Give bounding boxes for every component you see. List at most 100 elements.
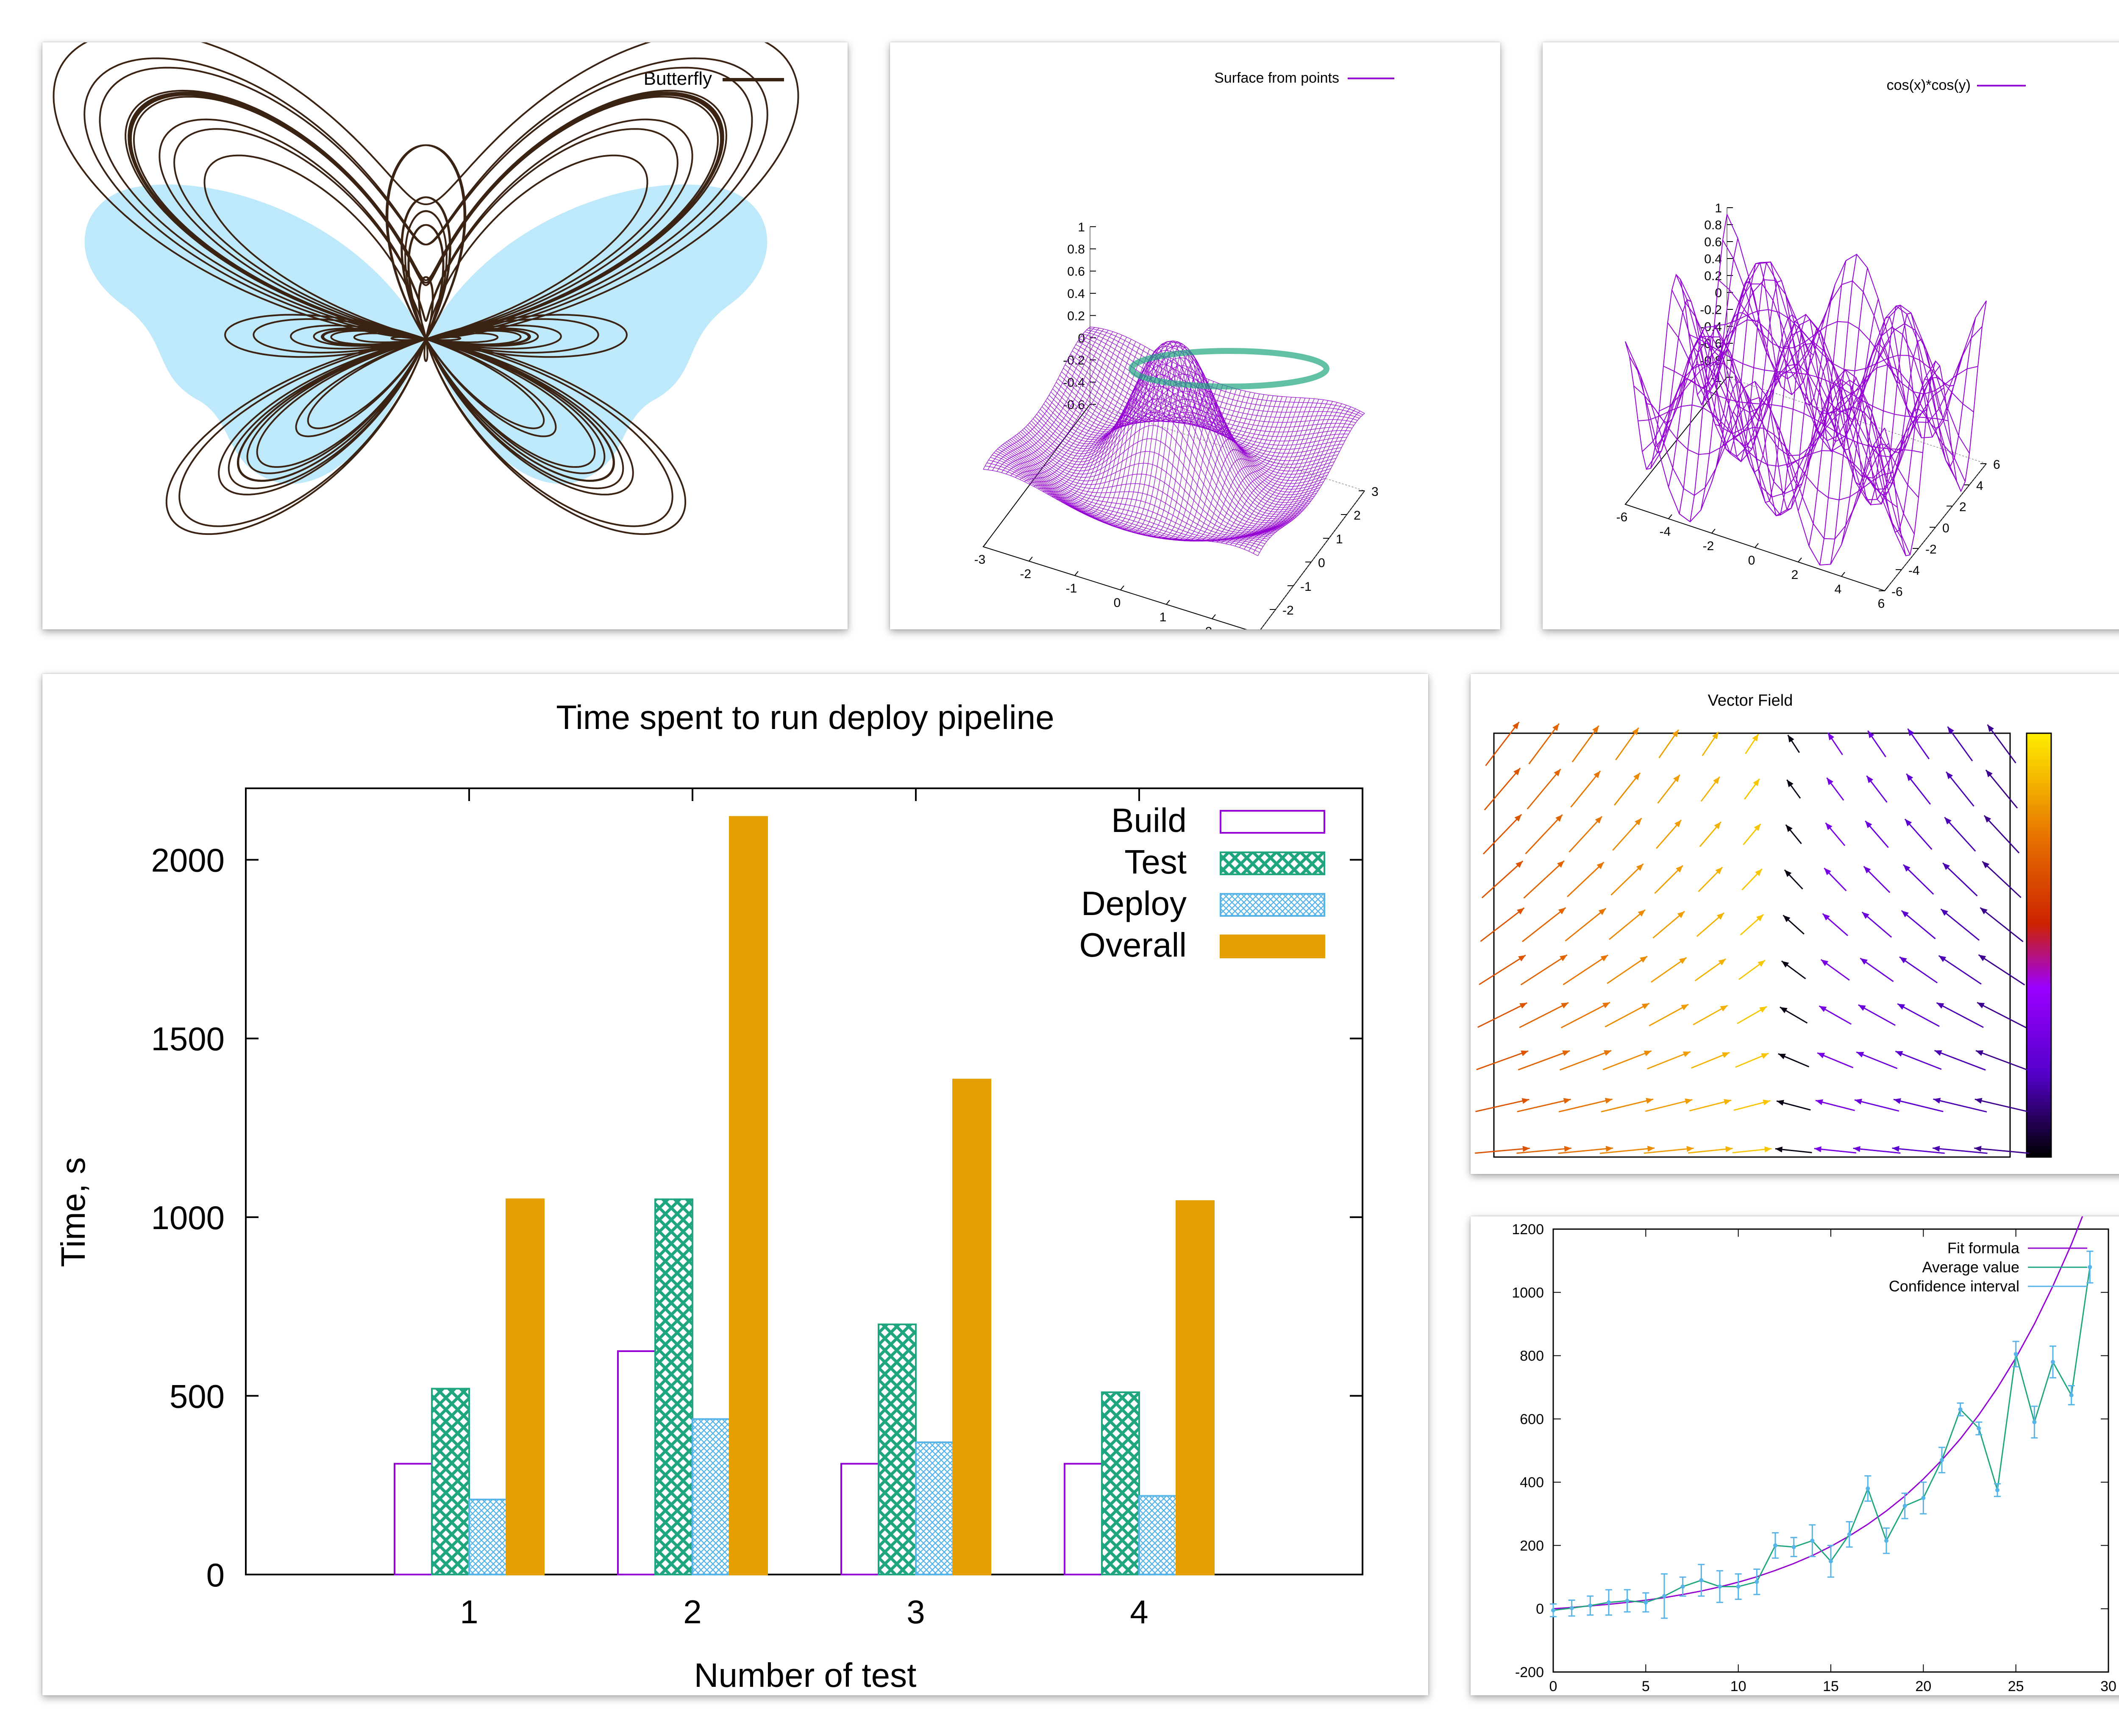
vector-head	[1980, 907, 1988, 915]
mesh-line-y	[1057, 378, 1333, 475]
vector-head	[1824, 868, 1831, 875]
vector-head	[1978, 954, 1986, 961]
vector-colorbar	[2026, 732, 2052, 1158]
vector-shaft	[1932, 1147, 1988, 1154]
vector-shaft	[1938, 955, 1982, 985]
vector-shaft	[1944, 817, 1976, 852]
vector-head	[1641, 1003, 1649, 1010]
data-point	[1551, 1608, 1555, 1613]
vector-head	[1982, 861, 1990, 868]
vector-head	[1938, 955, 1947, 962]
vector-shaft	[1605, 1002, 1650, 1028]
vector-head	[1828, 733, 1835, 740]
vector-shaft	[1942, 862, 1978, 896]
y-tick-label: -6	[1891, 585, 1903, 599]
fit-legend-label: Fit formula	[1947, 1239, 2020, 1257]
vector-shaft	[1479, 954, 1526, 985]
vector-head	[1714, 822, 1721, 829]
coscos-mesh	[1625, 214, 1987, 566]
coscos-legend-label: cos(x)*cos(y)	[1887, 77, 1971, 93]
coscos-axes: 10.80.60.40.20-0.2-0.4-0.6-0.8-1-6-4-202…	[1616, 201, 2000, 611]
x-tick-label: 1	[460, 1593, 478, 1630]
vector-shaft	[1609, 909, 1646, 940]
vector-head	[1947, 726, 1954, 734]
vector-head	[1754, 823, 1761, 831]
legend-label-test: Test	[1124, 843, 1187, 881]
vector-head	[1643, 1050, 1652, 1057]
vector-head	[1519, 1003, 1527, 1009]
surface-underside	[1129, 348, 1329, 389]
x-tick-label: -2	[1703, 539, 1714, 553]
vector-head	[1974, 1146, 1982, 1152]
mesh-line-x	[1852, 377, 1954, 513]
vector-head	[1681, 1004, 1689, 1010]
x-tick-label: 10	[1730, 1678, 1746, 1694]
fit-chart: -200 0 200 400 600 800 1000 1200 0 5 10 15 20 25 30 Fi…	[1512, 1216, 2116, 1694]
mesh-line-x	[1239, 405, 1347, 548]
vector-head	[1906, 773, 1913, 782]
fit-axes: -200 0 200 400 600 800 1000 1200 0 5 10 15 20 25 30	[1512, 1221, 2116, 1694]
vector-head	[1821, 960, 1829, 966]
vector-shaft	[1563, 954, 1609, 985]
vector-shaft	[1565, 908, 1607, 942]
vector-head	[1522, 1146, 1530, 1152]
vector-shaft	[1854, 1099, 1899, 1112]
x-tick-label: 0	[1549, 1678, 1557, 1694]
average-value-line	[1553, 1267, 2091, 1611]
vector-shaft	[1559, 1050, 1612, 1071]
vector-shaft	[1558, 1098, 1613, 1113]
mesh-line-y	[1081, 336, 1356, 423]
vector-head	[1905, 819, 1912, 826]
vector-head	[1514, 814, 1522, 822]
y-tick-label: 0	[1318, 556, 1325, 570]
vector-head	[1632, 727, 1639, 735]
x-tick-label: -6	[1616, 510, 1628, 524]
data-point	[1866, 1486, 1870, 1491]
data-point	[1607, 1600, 1611, 1605]
vector-head	[1555, 815, 1563, 822]
vector-head	[1677, 911, 1685, 918]
bar-build	[394, 1463, 433, 1575]
vector-shaft	[1525, 814, 1563, 854]
mesh-line-y	[1086, 329, 1361, 417]
data-point	[1625, 1599, 1630, 1603]
vector-shaft	[1485, 721, 1520, 766]
bar-overall	[506, 1198, 545, 1575]
bar-overall	[1176, 1200, 1215, 1575]
vector-shaft	[1477, 1002, 1527, 1028]
vector-shaft	[1571, 725, 1599, 762]
butterfly-chart: Butterfly	[53, 42, 799, 535]
y-tick-label: 1	[1336, 532, 1343, 546]
x-tick-label: -3	[974, 553, 986, 567]
vector-head	[1764, 1146, 1772, 1152]
mesh-line-x	[1230, 402, 1338, 545]
y-tick-label: 800	[1520, 1348, 1544, 1364]
vector-head	[1518, 955, 1526, 962]
vector-shaft	[1893, 1099, 1944, 1113]
vector-head	[1974, 1098, 1983, 1104]
vector-head	[1674, 820, 1682, 827]
vector-head	[1713, 776, 1720, 785]
vector-head	[1722, 1052, 1730, 1058]
y-tick-label: -3	[1265, 627, 1276, 629]
vector-head	[1987, 724, 1994, 732]
data-point	[2032, 1420, 2037, 1424]
x-tick-label: 5	[1642, 1678, 1650, 1694]
data-point	[2069, 1393, 2074, 1397]
x-tick	[1711, 529, 1716, 534]
surface-panel: Surface from points 1 0.8 0.6 0.4 0.2 0 -0.2 -0…	[890, 42, 1500, 629]
data-point	[2013, 1352, 2018, 1356]
legend-label-build: Build	[1111, 801, 1187, 839]
vector-chart: Vector Field	[1475, 692, 2052, 1158]
vector-head	[1633, 773, 1640, 780]
data-point	[1569, 1606, 1574, 1611]
y-tick-label: 500	[170, 1377, 225, 1415]
legend-swatch-deploy	[1220, 893, 1325, 917]
x-tick-label: 20	[1915, 1678, 1931, 1694]
vector-head	[1986, 770, 1993, 777]
vector-shaft	[1901, 910, 1936, 940]
pipeline-title: Time spent to run deploy pipeline	[556, 698, 1054, 736]
vector-shaft	[1858, 1004, 1896, 1026]
vector-shaft	[1985, 769, 2018, 809]
data-point	[1995, 1488, 1999, 1492]
